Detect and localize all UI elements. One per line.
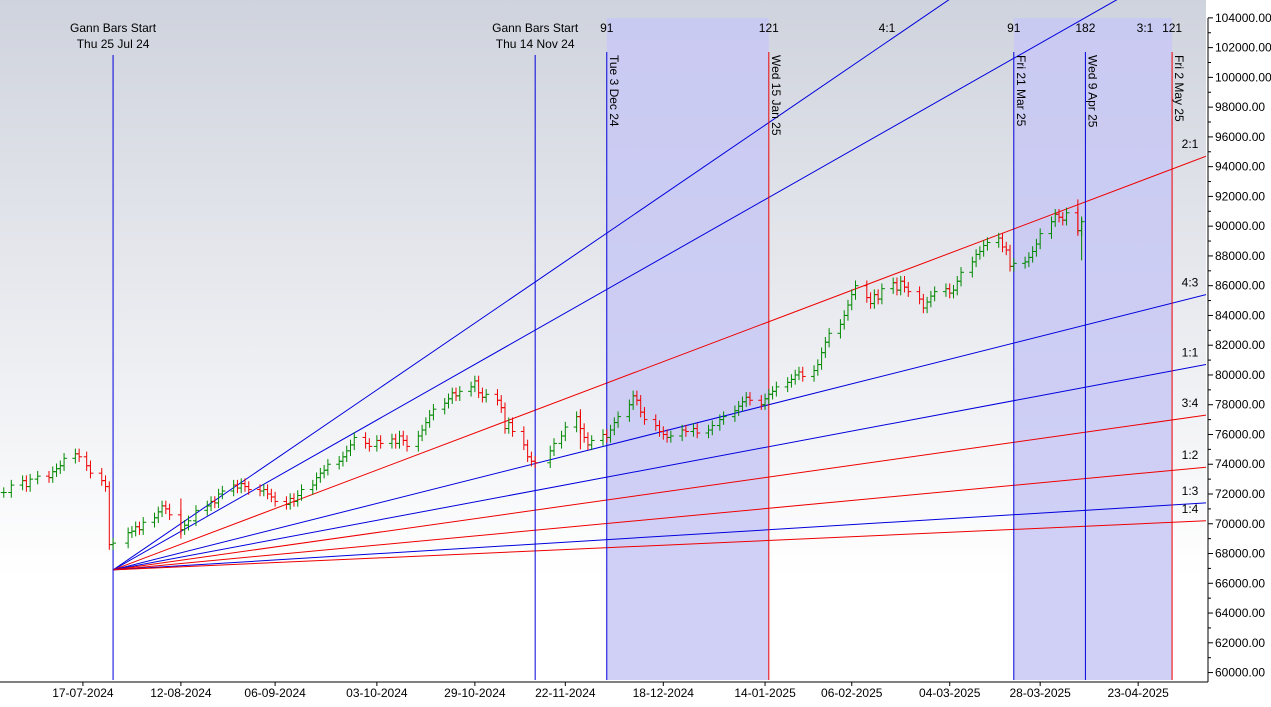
fan-ratio-label: 3:4 xyxy=(1182,396,1199,410)
fan-ratio-label: 1:2 xyxy=(1182,448,1199,462)
shaded-region xyxy=(1013,18,1173,680)
fan-ratio-label: 1:3 xyxy=(1182,484,1199,498)
x-tick-label: 22-11-2024 xyxy=(535,686,596,700)
vertical-marker-label: Wed 15 Jan 25 xyxy=(769,55,783,136)
y-tick-label: 68000.00 xyxy=(1215,547,1265,561)
gann-start-title: Gann Bars Start xyxy=(70,21,157,35)
y-tick-label: 90000.00 xyxy=(1215,219,1265,233)
y-tick-label: 100000.00 xyxy=(1215,70,1271,84)
y-tick-label: 82000.00 xyxy=(1215,338,1265,352)
gann-fan-line xyxy=(112,414,1206,571)
bar-count-label: 121 xyxy=(759,21,779,35)
vertical-marker-label: Fri 21 Mar 25 xyxy=(1014,55,1028,127)
fan-ratio-label: 4:1 xyxy=(879,21,896,35)
y-tick-label: 60000.00 xyxy=(1215,666,1265,680)
y-tick-label: 80000.00 xyxy=(1215,368,1265,382)
x-tick-label: 29-10-2024 xyxy=(444,686,506,700)
y-tick-label: 102000.00 xyxy=(1215,41,1271,55)
y-tick-label: 96000.00 xyxy=(1215,130,1265,144)
x-tick-label: 03-10-2024 xyxy=(346,686,408,700)
gann-fan-line xyxy=(113,466,1206,571)
vertical-marker-label: Tue 3 Dec 24 xyxy=(607,55,621,127)
gann-start-title: Gann Bars Start xyxy=(492,21,579,35)
y-tick-label: 78000.00 xyxy=(1215,398,1265,412)
x-tick-label: 23-04-2025 xyxy=(1107,686,1169,700)
y-tick-label: 74000.00 xyxy=(1215,457,1265,471)
plot-background xyxy=(0,0,1206,680)
y-tick-label: 72000.00 xyxy=(1215,487,1265,501)
gann-start-date: Thu 25 Jul 24 xyxy=(77,37,150,51)
y-tick-label: 76000.00 xyxy=(1215,427,1265,441)
bar-count-label: 121 xyxy=(1162,21,1182,35)
y-tick-label: 92000.00 xyxy=(1215,189,1265,203)
y-tick-label: 86000.00 xyxy=(1215,279,1265,293)
x-tick-label: 14-01-2025 xyxy=(734,686,796,700)
bar-count-label: 91 xyxy=(600,21,614,35)
x-tick-label: 28-03-2025 xyxy=(1009,686,1071,700)
fan-ratio-label: 3:1 xyxy=(1137,21,1154,35)
fan-ratio-label: 4:3 xyxy=(1182,276,1199,290)
bar-count-label: 91 xyxy=(1007,21,1021,35)
y-tick-label: 94000.00 xyxy=(1215,160,1265,174)
shaded-region xyxy=(606,18,769,680)
fan-ratio-label: 1:4 xyxy=(1182,502,1199,516)
bar-count-label: 182 xyxy=(1075,21,1095,35)
y-tick-label: 88000.00 xyxy=(1215,249,1265,263)
fan-ratio-label: 2:1 xyxy=(1182,137,1199,151)
y-tick-label: 84000.00 xyxy=(1215,308,1265,322)
x-tick-label: 04-03-2025 xyxy=(919,686,981,700)
vertical-marker-label: Wed 9 Apr 25 xyxy=(1085,55,1099,128)
x-tick-label: 17-07-2024 xyxy=(52,686,114,700)
y-tick-label: 64000.00 xyxy=(1215,606,1265,620)
y-tick-label: 70000.00 xyxy=(1215,517,1265,531)
y-tick-label: 66000.00 xyxy=(1215,576,1265,590)
gann-start-date: Thu 14 Nov 24 xyxy=(496,37,575,51)
gann-fan-line xyxy=(112,364,1206,571)
x-tick-label: 06-02-2025 xyxy=(821,686,883,700)
x-tick-label: 06-09-2024 xyxy=(244,686,306,700)
gann-fan-line xyxy=(113,520,1206,571)
y-tick-label: 104000.00 xyxy=(1215,11,1271,25)
vertical-marker-label: Fri 2 May 25 xyxy=(1172,55,1186,122)
y-tick-label: 62000.00 xyxy=(1215,636,1265,650)
gann-fan-line xyxy=(113,502,1206,571)
y-tick-label: 98000.00 xyxy=(1215,100,1265,114)
x-tick-label: 12-08-2024 xyxy=(150,686,212,700)
x-tick-label: 18-12-2024 xyxy=(633,686,695,700)
fan-ratio-label: 1:1 xyxy=(1182,346,1199,360)
gann-fan-line xyxy=(112,0,1118,571)
